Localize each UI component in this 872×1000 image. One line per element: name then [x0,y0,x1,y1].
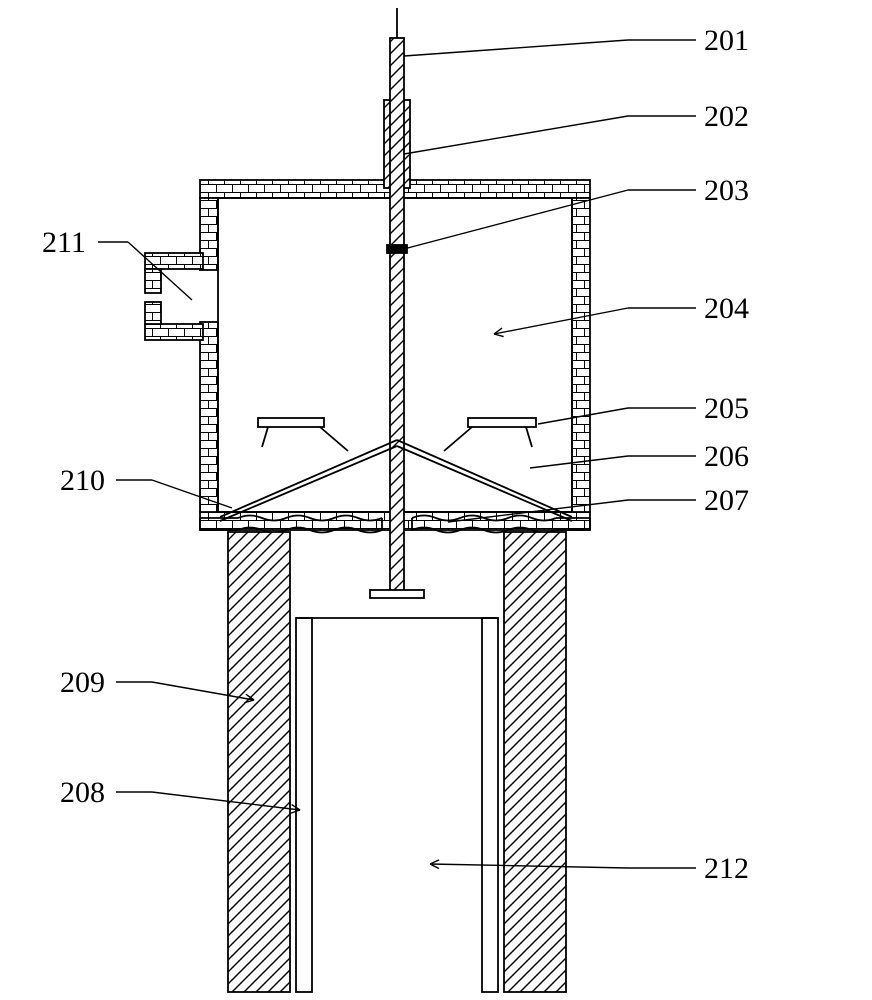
label-206: 206 [530,440,749,473]
label-212: 212 [430,852,749,885]
label-205: 205 [538,392,749,425]
label-text-205: 205 [704,392,749,425]
label-201: 201 [404,24,749,57]
label-text-202: 202 [704,100,749,133]
label-text-212: 212 [704,852,749,885]
label-text-201: 201 [704,24,749,57]
label-text-207: 207 [704,484,749,517]
label-text-204: 204 [704,292,749,325]
label-text-211: 211 [42,226,86,259]
label-text-206: 206 [704,440,749,473]
label-209: 209 [60,666,254,703]
label-text-208: 208 [60,776,105,809]
label-202: 202 [404,100,749,154]
label-207: 207 [448,484,749,522]
label-text-209: 209 [60,666,105,699]
label-204: 204 [494,292,749,337]
label-text-210: 210 [60,464,105,497]
label-text-203: 203 [704,174,749,207]
